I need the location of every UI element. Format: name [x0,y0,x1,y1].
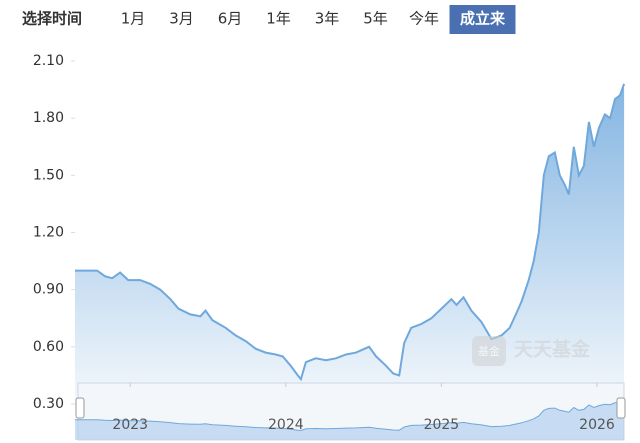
range-button-active[interactable] [449,5,516,34]
y-tick-label: 0.60 [33,339,64,355]
x-tick-label: 2024 [268,417,304,433]
range-button[interactable]: 6月 [218,10,243,28]
range-button[interactable]: 1年 [266,10,291,28]
navigator-handle[interactable] [616,397,626,419]
navigator-line [75,400,625,432]
range-button[interactable]: 3月 [169,10,194,28]
y-tick-label: 1.50 [33,167,64,183]
navigator-area [75,401,625,440]
range-button[interactable]: 1月 [121,10,146,28]
watermark-text: 天天基金 [514,338,591,361]
watermark-logo: 基金 [478,344,500,358]
x-tick-label: 2026 [579,417,615,433]
watermark-logo-box [472,336,506,366]
y-tick-label: 1.80 [33,110,64,126]
area [75,83,625,405]
y-tick-label: 0.90 [33,282,64,298]
navigator-handle[interactable] [75,397,85,419]
range-button[interactable]: 成立来 [460,10,506,28]
range-button[interactable]: 3年 [315,10,340,28]
x-tick-label: 2025 [424,417,460,433]
y-tick-label: 0.30 [33,396,64,412]
range-label: 选择时间 [22,10,82,28]
line [75,83,626,382]
range-button[interactable]: 5年 [363,10,388,28]
y-tick-label: 1.20 [33,225,64,241]
x-tick-label: 2023 [112,417,148,433]
y-tick-label: 2.10 [33,53,64,69]
range-button[interactable]: 今年 [409,10,439,28]
